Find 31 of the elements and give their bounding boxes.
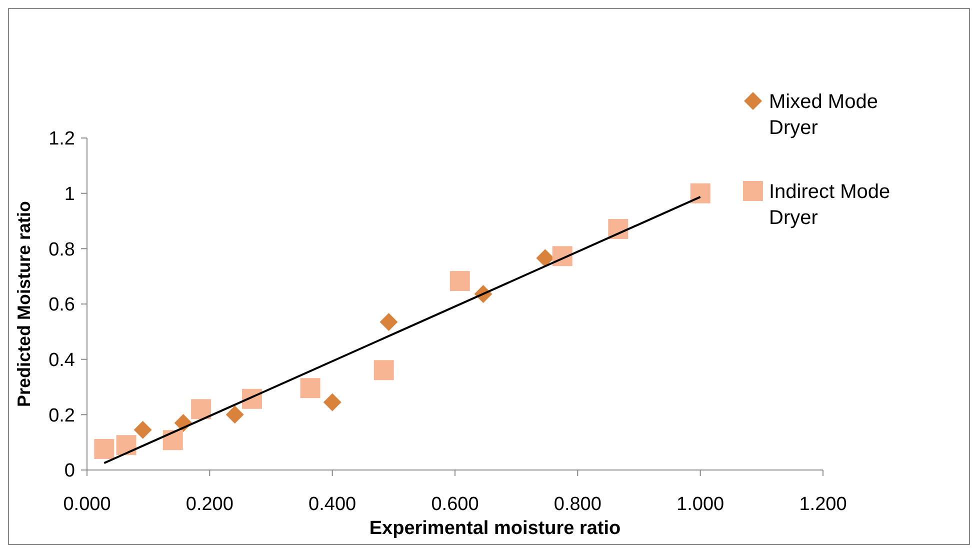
point [323,393,342,412]
point [226,406,244,424]
point [162,430,183,450]
point [374,360,394,380]
x-tick-label: 0.800 [554,494,602,515]
y-tick-label: 0 [64,460,75,482]
y-tick-label: 0.8 [48,239,75,260]
point [536,249,554,268]
x-tick-label: 0.200 [186,494,234,515]
point [690,183,710,204]
point [134,420,152,439]
y-tick-label: 0.2 [48,405,75,426]
y-tick-label: 1 [64,184,75,205]
point [300,378,320,398]
x-tick-label: 0.400 [308,494,356,515]
x-tick-label: 1.200 [799,494,847,515]
point [116,435,136,456]
y-tick-label: 0.4 [48,350,76,371]
point [450,271,470,292]
y-tick-label: 1.2 [48,128,75,150]
y-tick-label: 0.6 [48,294,75,316]
x-tick-label: 0.000 [63,494,111,515]
legend-label: Indirect Mode Dryer [769,181,890,229]
x-tick-label: 0.600 [431,494,479,515]
y-axis-title: Predicted Moisture ratio [14,200,34,408]
point [380,312,398,331]
x-axis-title: Experimental moisture ratio [369,518,621,539]
point [191,399,212,420]
legend-label: Mixed Mode Dryer [769,91,878,139]
x-tick-label: 1.000 [676,494,724,515]
point [94,438,114,459]
